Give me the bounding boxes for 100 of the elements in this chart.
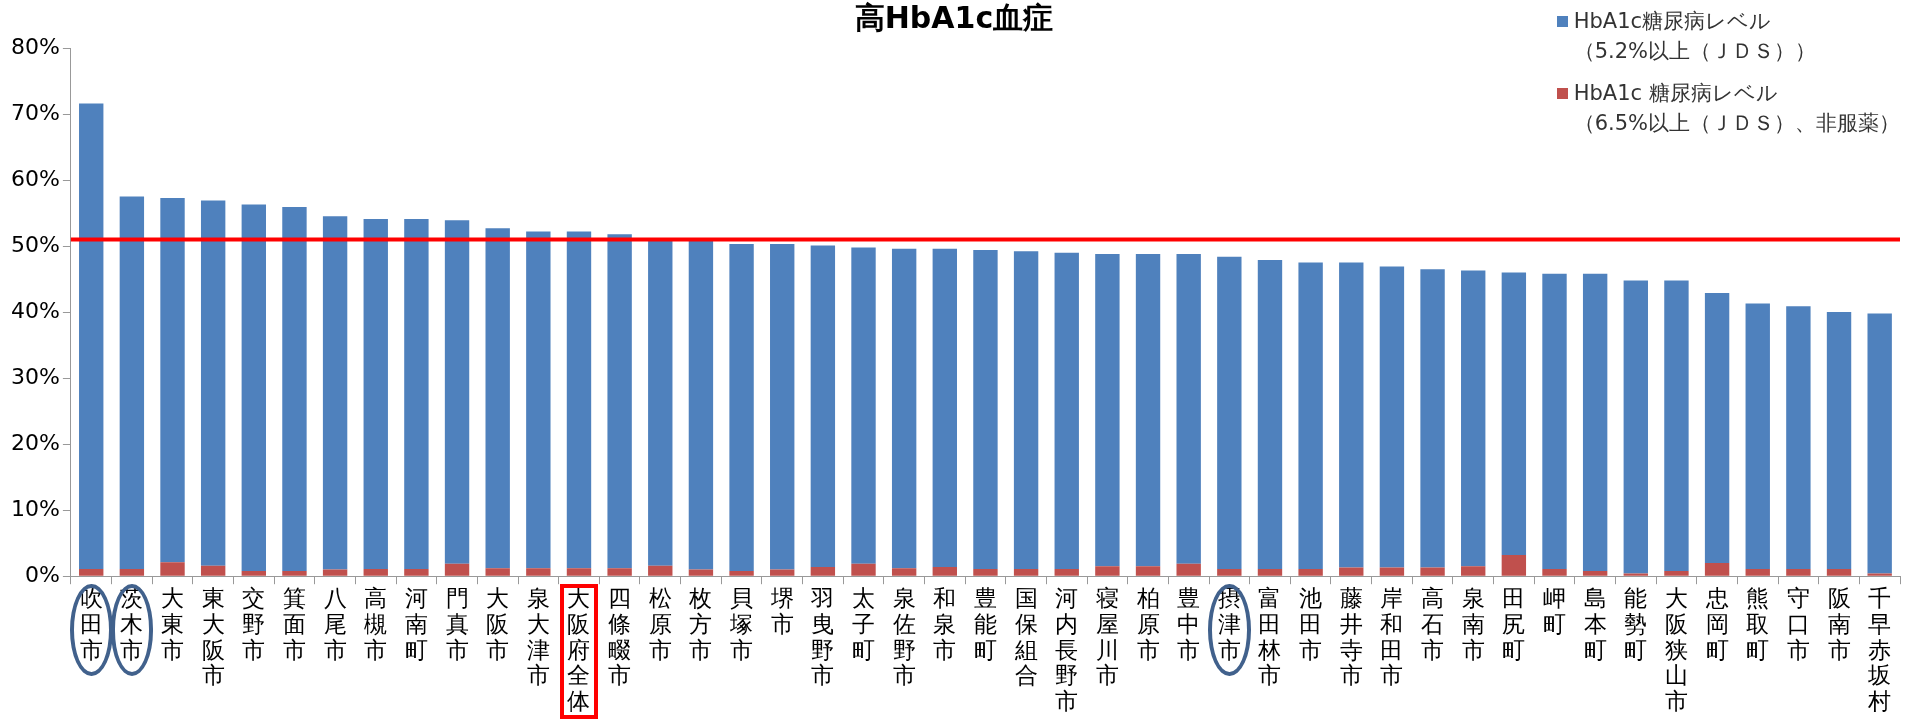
bar (729, 244, 754, 571)
x-tick-label: 島本町 (1583, 585, 1607, 663)
y-tick-label: 50% (10, 231, 60, 257)
x-tick-label: 柏原市 (1135, 585, 1160, 663)
bar (1420, 567, 1445, 576)
bar (1339, 567, 1364, 576)
x-tick-label: 東大阪市 (201, 585, 225, 689)
bar (1867, 313, 1892, 574)
bar (1582, 570, 1608, 576)
bar (851, 563, 876, 576)
bar (1298, 568, 1323, 576)
bar (1135, 566, 1161, 576)
y-tick-label: 80% (10, 33, 60, 59)
bar (810, 245, 836, 567)
bar (363, 568, 388, 576)
bar (1461, 270, 1486, 567)
bar (810, 566, 836, 576)
x-tick-label: 泉大津市 (526, 585, 550, 689)
bar (1867, 573, 1892, 576)
x-tick-label: 忠岡町 (1704, 585, 1729, 663)
bar (566, 231, 592, 569)
bar (282, 570, 307, 576)
bar (1013, 251, 1039, 569)
x-tick-label: 国保組合 (1013, 585, 1038, 689)
bar (404, 219, 429, 569)
bar (241, 570, 266, 576)
bar (1745, 303, 1770, 569)
legend-label: HbA1c 糖尿病レベル（6.5%以上（ＪＤＳ）、非服薬） (1573, 80, 1900, 137)
bar (1623, 573, 1648, 576)
bar (1420, 269, 1445, 568)
bar (607, 234, 632, 569)
bar (1461, 566, 1486, 576)
x-tick-label: 門真市 (445, 585, 469, 663)
bar (79, 568, 104, 576)
bar (566, 568, 592, 576)
bar (1257, 568, 1283, 576)
bar (1542, 273, 1567, 569)
bar (1054, 568, 1079, 576)
y-tick-label: 0% (24, 561, 60, 587)
bar (648, 239, 673, 566)
x-tick-label: 箕面市 (282, 585, 306, 663)
bar (1704, 563, 1730, 576)
x-tick-label: 河内長野市 (1055, 585, 1079, 715)
bar (79, 103, 104, 569)
bar (526, 231, 551, 569)
bar (1095, 566, 1120, 576)
x-tick-label: 池田市 (1299, 585, 1323, 663)
x-tick-label: 寝屋川市 (1095, 585, 1119, 689)
bar (607, 568, 632, 576)
bar (200, 200, 226, 566)
bar (160, 197, 185, 563)
bar (1786, 568, 1811, 576)
x-tick-label: 河南町 (404, 585, 428, 663)
x-tick-label: 大東市 (161, 585, 185, 663)
x-tick-label: 岬町 (1543, 585, 1566, 637)
x-tick-label: 和泉市 (933, 585, 957, 663)
bar (1826, 312, 1852, 569)
x-tick-label: 松原市 (648, 585, 672, 663)
y-tick-label: 60% (10, 165, 60, 191)
y-tick-label: 40% (10, 297, 60, 323)
bar (200, 565, 226, 576)
bar (973, 568, 998, 576)
bar (363, 219, 388, 569)
x-tick-label: 大阪府全体 (567, 585, 591, 715)
bar (119, 196, 145, 569)
bar (932, 248, 957, 567)
bar (1826, 568, 1852, 576)
x-tick-label: 貝塚市 (729, 585, 754, 663)
bar (1054, 252, 1079, 569)
bar (1664, 570, 1689, 576)
bar (1095, 254, 1120, 567)
bar (1745, 568, 1770, 576)
x-tick-label: 八尾市 (323, 585, 347, 663)
bar (1501, 272, 1527, 556)
bar (891, 568, 917, 576)
bar (1501, 555, 1527, 576)
bar (485, 228, 510, 569)
bar (729, 570, 754, 576)
bar (770, 244, 795, 570)
bar (404, 568, 429, 576)
bar (688, 569, 714, 576)
x-tick-label: 藤井寺市 (1339, 585, 1363, 689)
x-tick-label: 泉佐野市 (892, 585, 916, 689)
bar (322, 216, 348, 570)
bar (119, 568, 145, 576)
x-tick-label: 田尻町 (1502, 585, 1526, 663)
bar (160, 562, 185, 576)
bar (1704, 292, 1730, 563)
bar (1135, 254, 1161, 567)
x-tick-label: 豊能町 (973, 585, 997, 663)
x-tick-label: 泉南市 (1461, 585, 1485, 663)
chart-title: 高HbA1c血症 (854, 0, 1054, 35)
x-tick-label: 豊中市 (1177, 585, 1201, 663)
x-tick-label: 枚方市 (688, 585, 713, 663)
x-tick-label: 千早赤坂村 (1867, 585, 1892, 715)
x-tick-label: 四條畷市 (608, 585, 632, 689)
bar (973, 250, 998, 569)
bar (444, 563, 470, 576)
x-tick-label: 岸和田市 (1380, 585, 1404, 689)
y-tick-label: 70% (10, 99, 60, 125)
